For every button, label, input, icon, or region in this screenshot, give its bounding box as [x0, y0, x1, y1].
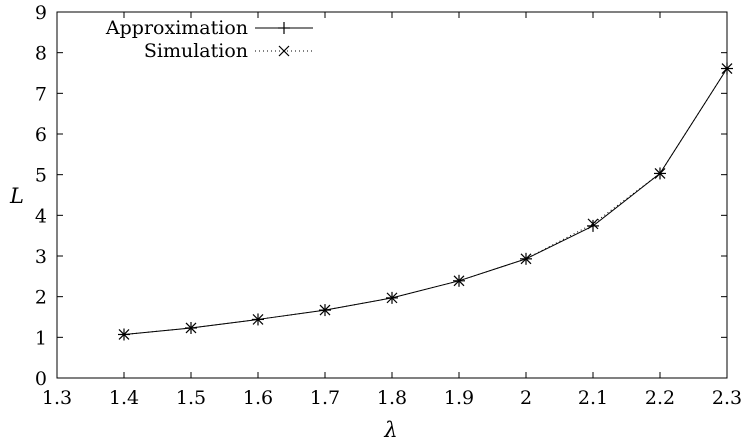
legend-label-simulation: Simulation	[144, 40, 248, 62]
plot-frame	[57, 12, 727, 378]
y-tick-label: 1	[35, 327, 47, 349]
series-lines	[124, 69, 727, 335]
data-point-approximation	[587, 220, 599, 232]
y-tick-label: 4	[35, 205, 47, 227]
series-line-approximation	[124, 69, 727, 335]
y-tick-label: 8	[35, 43, 47, 65]
legend-label-approximation: Approximation	[105, 17, 248, 39]
x-tick-label: 1.8	[377, 387, 407, 409]
y-tick-label: 0	[35, 368, 47, 390]
y-tick-label: 2	[35, 287, 47, 309]
x-tick-label: 1.9	[444, 387, 474, 409]
series-line-simulation	[124, 69, 727, 335]
x-tick-label: 2.1	[578, 387, 608, 409]
x-tick-label: 1.4	[109, 387, 139, 409]
x-tick-label: 1.6	[243, 387, 273, 409]
tick-labels: 1.3 1.4 1.5 1.6 1.7 1.8 1.9 2 2.1 2.2 2.3 0 1 2 3 4 5 6 7 8…	[35, 2, 742, 409]
legend: Approximation Simulation	[105, 17, 313, 62]
series-markers	[118, 63, 733, 341]
y-tick-label: 6	[35, 124, 47, 146]
x-axis-title: λ	[383, 418, 397, 442]
axis-ticks	[57, 12, 727, 378]
y-tick-label: 7	[35, 83, 47, 105]
legend-marker-approximation	[278, 22, 290, 34]
x-tick-label: 1.3	[42, 387, 72, 409]
x-tick-label: 2.3	[712, 387, 742, 409]
y-axis-title: L	[9, 184, 24, 208]
x-tick-label: 1.7	[310, 387, 340, 409]
y-tick-label: 9	[35, 2, 47, 24]
y-tick-label: 5	[35, 165, 47, 187]
y-tick-label: 3	[35, 246, 47, 268]
x-tick-label: 1.5	[176, 387, 206, 409]
x-tick-label: 2	[520, 387, 532, 409]
x-tick-label: 2.2	[645, 387, 675, 409]
